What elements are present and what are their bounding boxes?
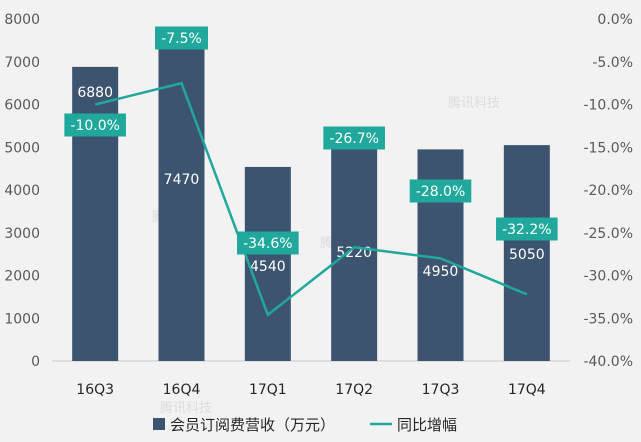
y-right-tick-label: 0.0%: [597, 12, 633, 28]
growth-label-box: [155, 26, 208, 50]
growth-label-box: [323, 126, 385, 150]
bar-value-label: 4950: [423, 264, 459, 280]
y-axis-left: 0 1000 2000 3000 4000 5000 6000 7000 8000: [4, 12, 40, 370]
legend-bar-label: 会员订阅费营收（万元）: [170, 416, 335, 434]
growth-label-box: [409, 179, 472, 203]
bar: [503, 145, 550, 361]
x-tick-label: 17Q1: [249, 382, 287, 398]
y-right-tick-label: -30.0%: [583, 269, 633, 285]
y-left-tick-label: 2000: [4, 269, 40, 285]
watermark-text: 腾讯科技: [160, 400, 212, 416]
y-left-tick-label: 3000: [4, 226, 40, 242]
x-axis-categories: 16Q3 16Q4 17Q1 17Q2 17Q3 17Q4: [76, 382, 546, 398]
y-right-tick-label: -20.0%: [583, 183, 633, 199]
growth-label-box: [496, 217, 558, 241]
y-left-tick-label: 4000: [4, 183, 40, 199]
bar: [244, 166, 291, 361]
y-left-tick-label: 7000: [4, 55, 40, 71]
y-right-tick-label: -5.0%: [592, 55, 633, 71]
legend: 会员订阅费营收（万元） 同比增幅: [153, 416, 457, 434]
legend-bar-swatch: [153, 418, 165, 430]
bar: [158, 41, 205, 361]
y-left-tick-label: 6000: [4, 98, 40, 114]
growth-value-label: -7.5%: [161, 31, 202, 47]
bar: [72, 66, 119, 361]
y-right-tick-label: -15.0%: [583, 140, 633, 156]
growth-line: [94, 81, 528, 317]
x-tick-label: 16Q4: [163, 382, 201, 398]
y-left-tick-label: 5000: [4, 140, 40, 156]
y-right-tick-label: -40.0%: [583, 354, 633, 370]
growth-label-box: [237, 231, 299, 255]
y-right-tick-label: -10.0%: [583, 98, 633, 114]
x-tick-label: 16Q3: [76, 382, 114, 398]
watermark-text: 腾讯科技: [448, 95, 500, 111]
bar-series: [72, 41, 550, 361]
legend-line-label: 同比增幅: [397, 416, 457, 434]
y-right-tick-label: -25.0%: [583, 226, 633, 242]
bar-value-label: 4540: [250, 259, 286, 275]
x-tick-label: 17Q3: [422, 382, 460, 398]
x-tick-label: 17Q4: [508, 382, 546, 398]
y-axis-right: -40.0% -35.0% -30.0% -25.0% -20.0% -15.0% -10.…: [583, 12, 633, 370]
bar-value-label: 7470: [164, 172, 200, 188]
growth-value-label: -26.7%: [329, 131, 379, 147]
line-series: [94, 81, 528, 317]
bar-value-label: 6880: [77, 85, 113, 101]
growth-value-label: -10.0%: [70, 118, 120, 134]
growth-value-label: -28.0%: [416, 184, 466, 200]
growth-value-label: -32.2%: [502, 222, 552, 238]
growth-value-label: -34.6%: [243, 236, 293, 252]
y-left-tick-label: 8000: [4, 12, 40, 28]
y-right-tick-label: -35.0%: [583, 311, 633, 327]
y-left-tick-label: 0: [31, 354, 40, 370]
line-value-labels: -10.0% -7.5% -34.6% -26.7% -28.0% -32.2%: [64, 26, 558, 255]
growth-label-box: [64, 113, 126, 137]
bar-value-label: 5050: [509, 247, 545, 263]
x-tick-label: 17Q2: [335, 382, 373, 398]
y-left-tick-label: 1000: [4, 311, 40, 327]
